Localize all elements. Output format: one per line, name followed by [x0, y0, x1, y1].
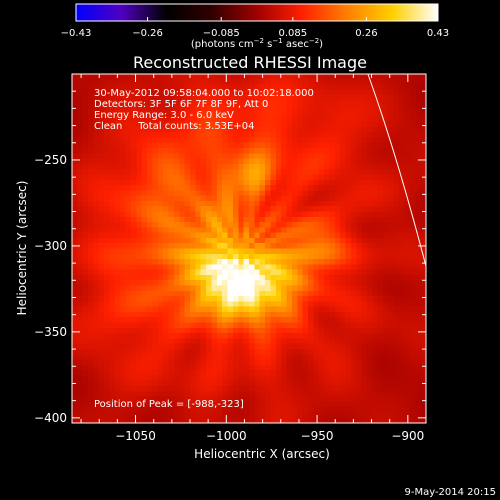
plot-area — [71, 73, 427, 424]
chart-title: Reconstructed RHESSI Image — [133, 53, 367, 72]
colorbar-unit-label: (photons cm−2 s−1 asec−2) — [191, 37, 323, 50]
colorbar-unit-part: asec — [283, 39, 309, 50]
footer-date: 9-May-2014 20:15 — [404, 487, 496, 498]
x-tick-label: −900 — [391, 429, 424, 443]
y-tick-label: −400 — [34, 411, 67, 425]
solar-limb-line — [367, 74, 426, 269]
colorbar-unit-part: s — [264, 39, 272, 50]
colorbar-tick-label: 0.43 — [427, 28, 449, 39]
colorbar-tick-label: 0.085 — [278, 28, 307, 39]
plot-frame — [71, 73, 427, 424]
y-axis-title: Heliocentric Y (arcsec) — [15, 181, 29, 316]
colorbar: −0.43 −0.26 −0.085 0.085 0.26 0.43 (photons c… — [61, 3, 449, 50]
x-tick-label: −950 — [301, 429, 334, 443]
y-axis-ticks — [72, 73, 426, 419]
x-tick-label: −1050 — [115, 429, 156, 443]
colorbar-gradient — [75, 3, 439, 22]
colorbar-unit-part: (photons cm — [191, 39, 254, 50]
y-tick-label: −350 — [34, 325, 67, 339]
colorbar-unit-exponent: −2 — [309, 37, 319, 45]
annotation-clean-counts: Clean Total counts: 3.53E+04 — [94, 121, 254, 132]
colorbar-unit-exponent: −1 — [272, 37, 282, 45]
colorbar-tick-labels: −0.43 −0.26 −0.085 0.085 0.26 0.43 — [61, 28, 449, 39]
annotation-time-range: 30-May-2012 09:58:04.000 to 10:02:18.000 — [94, 88, 314, 99]
x-axis-title: Heliocentric X (arcsec) — [194, 447, 330, 461]
x-axis-tick-labels: −1050 −1000 −950 −900 — [115, 429, 424, 443]
x-axis-ticks — [80, 74, 427, 423]
y-axis-tick-labels: −250 −300 −350 −400 — [34, 153, 67, 425]
annotation-energy-range: Energy Range: 3.0 - 6.0 keV — [94, 110, 234, 121]
colorbar-tick-label: −0.26 — [132, 28, 163, 39]
colorbar-ticks — [75, 17, 439, 21]
y-tick-label: −250 — [34, 153, 67, 167]
y-tick-label: −300 — [34, 239, 67, 253]
heatmap-image — [72, 74, 426, 423]
plot-annotations: 30-May-2012 09:58:04.000 to 10:02:18.000… — [94, 88, 314, 410]
annotation-detectors: Detectors: 3F 5F 6F 7F 8F 9F, Att 0 — [94, 99, 268, 110]
annotation-peak-position: Position of Peak = [-988,-323] — [94, 399, 244, 410]
colorbar-tick-label: −0.085 — [203, 28, 240, 39]
colorbar-unit-part: ) — [319, 39, 323, 50]
colorbar-tick-label: 0.26 — [355, 28, 377, 39]
colorbar-tick-label: −0.43 — [61, 28, 92, 39]
colorbar-unit-exponent: −2 — [254, 37, 264, 45]
x-tick-label: −1000 — [206, 429, 247, 443]
